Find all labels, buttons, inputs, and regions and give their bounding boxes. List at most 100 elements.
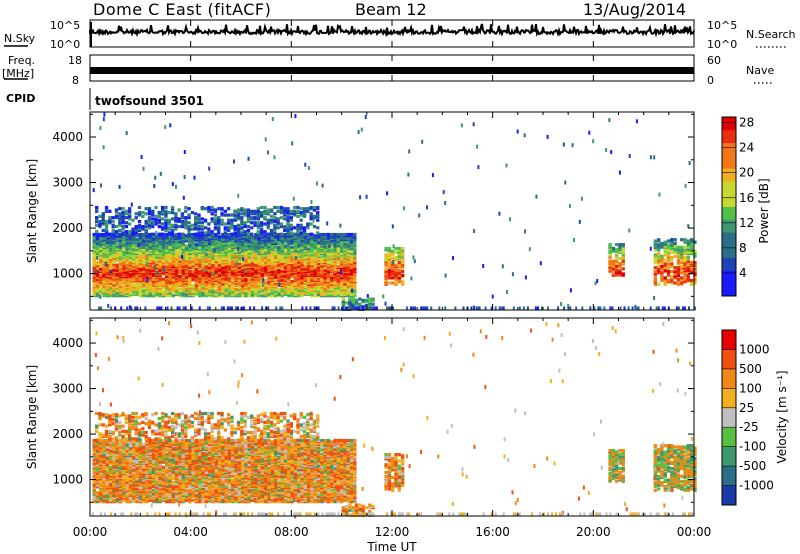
heatmap-cell: [310, 253, 313, 256]
heatmap-cell: [293, 210, 296, 213]
heatmap-cell: [237, 208, 240, 211]
heatmap-cell: [300, 207, 303, 210]
heatmap-cell: [158, 219, 161, 222]
heatmap-cell: [178, 208, 181, 211]
heatmap-cell: [293, 226, 296, 229]
heatmap-cell: [291, 141, 293, 145]
heatmap-cell: [128, 207, 131, 210]
colorbar-tick-label: 24: [739, 141, 754, 155]
heatmap-cell: [674, 281, 677, 284]
heatmap-cell: [414, 259, 416, 263]
heatmap-cell: [154, 176, 156, 180]
heatmap-cell: [277, 246, 280, 249]
heatmap-cell: [608, 243, 611, 246]
heatmap-cell: [135, 238, 138, 241]
heatmap-cell: [683, 238, 686, 241]
heatmap-cell: [184, 216, 187, 219]
heatmap-cell: [162, 290, 165, 293]
freq-trace: [90, 67, 694, 74]
heatmap-cell: [99, 295, 101, 299]
heatmap-cell: [306, 222, 309, 225]
heatmap-cell: [618, 262, 621, 265]
nsearch-tick-high: 10^5: [707, 19, 737, 32]
heatmap-cell: [145, 220, 148, 223]
heatmap-cell: [385, 302, 387, 306]
heatmap-cell: [263, 222, 266, 225]
heatmap-cell: [148, 207, 151, 210]
heatmap-cell: [250, 216, 253, 219]
heatmap-cell: [118, 233, 121, 236]
heatmap-cell: [171, 229, 174, 232]
heatmap-cell: [227, 214, 230, 217]
heatmap-cell: [683, 246, 686, 249]
heatmap-cell: [100, 183, 102, 187]
heatmap-cell: [158, 233, 161, 236]
heatmap-cell: [168, 219, 171, 222]
heatmap-cell: [283, 225, 286, 228]
heatmap-cell: [240, 226, 243, 229]
heatmap-cell: [270, 208, 273, 211]
heatmap-cell: [172, 294, 175, 297]
heatmap-cell: [233, 160, 235, 164]
heatmap-cell: [367, 294, 369, 298]
heatmap-cell: [181, 220, 184, 223]
heatmap-cell: [121, 211, 124, 214]
heatmap-cell: [295, 256, 297, 260]
heatmap-cell: [262, 278, 264, 282]
heatmap-cell: [194, 216, 197, 219]
heatmap-cell: [677, 246, 680, 249]
heatmap-cell: [273, 212, 276, 215]
heatmap-cell: [384, 253, 387, 256]
heatmap-cell: [670, 262, 673, 265]
heatmap-cell: [667, 279, 670, 282]
heatmap-cell: [198, 234, 201, 237]
heatmap-cell: [164, 125, 166, 129]
freq-tick-high: 18: [68, 54, 82, 67]
heatmap-cell: [260, 211, 263, 214]
heatmap-cell: [98, 220, 101, 223]
heatmap-cell: [316, 211, 319, 214]
heatmap-cell: [615, 260, 618, 263]
heatmap-cell: [683, 278, 686, 281]
heatmap-cell: [512, 272, 514, 276]
heatmap-cell: [667, 243, 670, 246]
heatmap-cell: [234, 225, 237, 228]
heatmap-cell: [139, 233, 142, 236]
heatmap-cell: [313, 215, 316, 218]
heatmap-cell: [116, 264, 119, 267]
heatmap-cell: [108, 216, 111, 219]
heatmap-cell: [277, 236, 279, 240]
freq-band: [90, 67, 694, 74]
heatmap-cell: [237, 194, 239, 198]
heatmap-cell: [146, 262, 148, 266]
heatmap-cell: [208, 167, 210, 171]
heatmap-cell: [461, 123, 463, 127]
colorbar-tick-label: 16: [739, 191, 754, 205]
heatmap-cell: [214, 248, 216, 252]
heatmap-cell: [291, 280, 294, 283]
heatmap-cell: [224, 214, 227, 217]
heatmap-cell: [371, 298, 374, 301]
heatmap-cell: [391, 276, 394, 279]
heatmap-cell: [401, 247, 404, 250]
heatmap-cell: [163, 268, 165, 272]
heatmap-cell: [664, 253, 667, 256]
heatmap-cell: [310, 222, 313, 225]
heatmap-cell: [683, 256, 686, 259]
heatmap-cell: [569, 204, 571, 208]
heatmap-cell: [211, 272, 213, 276]
heatmap-cell: [138, 211, 141, 214]
heatmap-cell: [592, 139, 594, 143]
heatmap-cell: [398, 269, 401, 272]
heatmap-cell: [361, 128, 363, 132]
heatmap-cell: [227, 219, 230, 222]
heatmap-cell: [125, 216, 128, 219]
nsky-label: N.Sky: [4, 32, 36, 45]
heatmap-cell: [121, 231, 124, 234]
heatmap-cell: [231, 281, 234, 284]
colorbar-segment: [722, 219, 736, 232]
heatmap-cell: [164, 219, 167, 222]
heatmap-cell: [608, 118, 610, 122]
heatmap-cell: [412, 255, 414, 259]
